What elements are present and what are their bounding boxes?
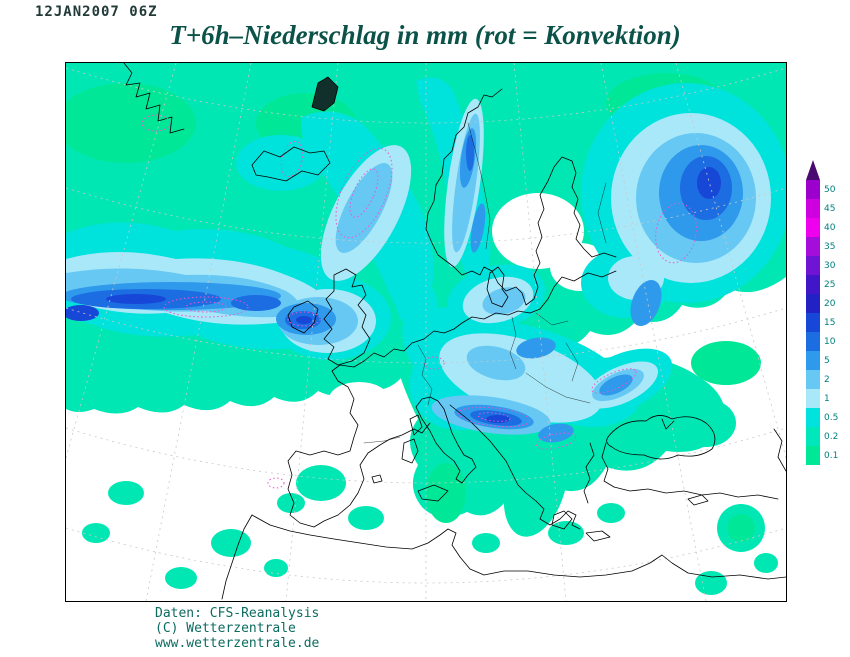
convection-contour-layer [141,114,697,489]
graticule-layer [66,63,786,601]
legend-label: 1 [824,393,830,404]
legend-swatch [806,408,820,427]
legend-swatch [806,389,820,408]
legend-swatch [806,199,820,218]
legend-label: 0.5 [824,412,839,423]
legend-bands: 50 45 40 35 30 25 20 15 10 5 2 1 0.5 0.2 0.1 [806,180,838,465]
legend-row: 50 [806,180,838,199]
legend-swatch [806,256,820,275]
legend-label: 15 [824,317,836,328]
legend-label: 30 [824,260,836,271]
legend-swatch [806,332,820,351]
legend-swatch [806,218,820,237]
footer-website[interactable]: www.wetterzentrale.de [155,636,320,651]
legend-label: 10 [824,336,836,347]
run-datetime: 12JAN2007 06Z [35,4,158,20]
footer-data-source: Daten: CFS-Reanalysis [155,606,320,621]
legend-swatch [806,294,820,313]
legend-row: 20 [806,294,838,313]
legend-row: 1 [806,389,838,408]
legend-row: 15 [806,313,838,332]
legend-swatch [806,237,820,256]
map-frame [65,62,787,602]
legend-row: 0.1 [806,446,838,465]
legend-label: 0.1 [824,450,839,461]
legend-swatch [806,370,820,389]
legend-row: 5 [806,351,838,370]
legend-row: 30 [806,256,838,275]
legend-arrow-tip [806,160,820,180]
legend-label: 0.2 [824,431,839,442]
legend-label: 25 [824,279,836,290]
legend-row: 45 [806,199,838,218]
legend-row: 0.5 [806,408,838,427]
legend-swatch [806,180,820,199]
legend-row: 0.2 [806,427,838,446]
footer-copyright: (C) Wetterzentrale [155,621,296,636]
legend-label: 5 [824,355,830,366]
coastline-layer [123,63,786,600]
legend-label: 20 [824,298,836,309]
legend-swatch [806,351,820,370]
footer-credits: Daten: CFS-Reanalysis (C) Wetterzentrale… [155,606,319,651]
legend-swatch [806,446,820,465]
precipitation-layer [66,63,786,595]
legend-label: 35 [824,241,836,252]
legend-row: 25 [806,275,838,294]
legend-swatch [806,275,820,294]
legend-swatch [806,313,820,332]
legend-label: 40 [824,222,836,233]
legend-label: 45 [824,203,836,214]
map-title: T+6h–Niederschlag in mm (rot = Konvektio… [169,20,681,50]
legend-row: 35 [806,237,838,256]
legend-swatch [806,427,820,446]
legend-row: 40 [806,218,838,237]
precipitation-legend: 50 45 40 35 30 25 20 15 10 5 2 1 0.5 0.2 0.1 [806,160,838,465]
europe-weather-map [66,63,786,601]
legend-row: 10 [806,332,838,351]
legend-label: 2 [824,374,830,385]
legend-label: 50 [824,184,836,195]
legend-row: 2 [806,370,838,389]
